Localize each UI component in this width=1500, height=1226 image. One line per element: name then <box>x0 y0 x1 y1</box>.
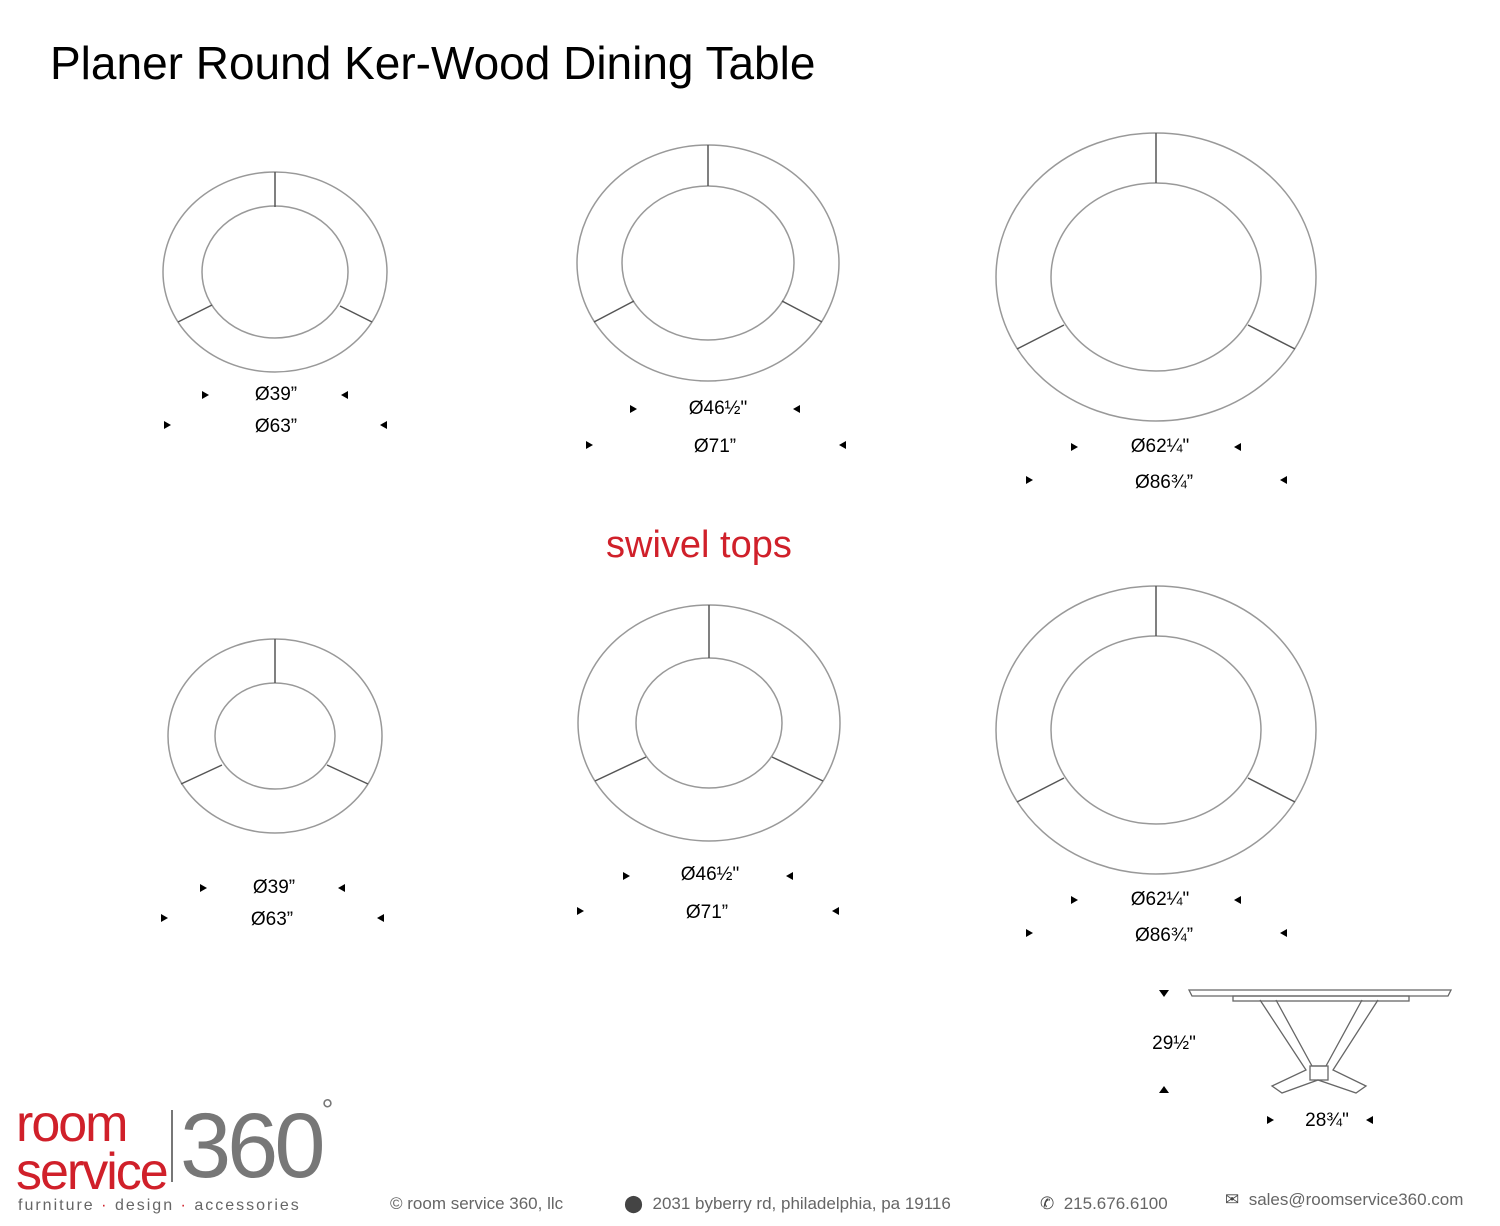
pedestal-base <box>1275 999 1363 1067</box>
table-inner-edge <box>1050 635 1262 825</box>
segment-seam <box>1247 777 1296 803</box>
segment-seam <box>594 756 647 782</box>
envelope-icon: ✉ <box>1225 1190 1240 1209</box>
dimension-arrow <box>377 914 384 922</box>
segment-seam <box>1016 777 1065 803</box>
dimension-arrow <box>380 421 387 429</box>
segment-seam <box>326 764 369 785</box>
dimension-arrow <box>1159 990 1169 997</box>
outer-diameter-label: Ø63” <box>254 416 298 437</box>
copyright: © room service 360, llc <box>390 1194 564 1213</box>
dimension-arrow <box>623 872 630 880</box>
dimension-arrow <box>1366 1116 1373 1124</box>
tabletop-side <box>1187 989 1453 997</box>
inner-diameter-label: Ø39” <box>252 877 296 898</box>
map-pin-icon: ⬤ <box>624 1194 644 1213</box>
dimension-arrow <box>786 872 793 880</box>
segment-seam <box>177 304 213 323</box>
table-inner-edge <box>621 185 795 341</box>
logo-number: 360° <box>180 1094 334 1197</box>
height-label: 29½" <box>1152 1033 1196 1054</box>
dimension-arrow <box>1026 929 1033 937</box>
dimension-arrow <box>1159 1086 1169 1093</box>
table-inner-edge <box>635 657 783 789</box>
phone-icon: ✆ <box>1040 1194 1055 1213</box>
logo-divider <box>171 1110 173 1182</box>
dimension-arrow <box>586 441 593 449</box>
dimension-arrow <box>793 405 800 413</box>
page-title: Planer Round Ker-Wood Dining Table <box>50 37 816 89</box>
table-inner-edge <box>201 205 349 339</box>
segment-seam <box>781 300 823 323</box>
outer-diameter-label: Ø86¾” <box>1134 925 1194 946</box>
segment-seam <box>1016 324 1065 350</box>
dimension-arrow <box>1234 896 1241 904</box>
segment-seam <box>1247 324 1296 350</box>
dimension-arrow <box>161 914 168 922</box>
dimension-arrow <box>1071 896 1078 904</box>
dimension-arrow <box>630 405 637 413</box>
address: ⬤ 2031 byberry rd, philadelphia, pa 1911… <box>624 1194 951 1213</box>
outer-diameter-label: Ø71” <box>693 436 737 457</box>
apron <box>1232 995 1410 1002</box>
dimension-arrow <box>1234 443 1241 451</box>
inner-diameter-label: Ø39” <box>254 384 298 405</box>
outer-diameter-label: Ø86¾” <box>1134 472 1194 493</box>
tagline: furniture · design · accessories <box>18 1197 301 1214</box>
section-label: swivel tops <box>606 524 792 566</box>
inner-diameter-label: Ø46½" <box>680 864 740 885</box>
inner-diameter-label: Ø46½" <box>688 398 748 419</box>
logo-wordmark: room service <box>16 1095 169 1201</box>
dimension-arrow <box>164 421 171 429</box>
dimension-arrow <box>1267 1116 1274 1124</box>
inner-diameter-label: Ø62¼" <box>1130 889 1190 910</box>
dimension-arrow <box>1071 443 1078 451</box>
table-inner-edge <box>214 682 336 790</box>
pedestal-base <box>1259 999 1379 1094</box>
dimension-arrow <box>839 441 846 449</box>
outer-diameter-label: Ø63” <box>250 909 294 930</box>
table-inner-edge <box>1050 182 1262 372</box>
dimension-arrow <box>202 391 209 399</box>
dimension-arrow <box>338 884 345 892</box>
inner-diameter-label: Ø62¼" <box>1130 436 1190 457</box>
outer-diameter-label: Ø71” <box>685 902 729 923</box>
dimension-arrow <box>341 391 348 399</box>
base-width-label: 28¾" <box>1305 1110 1349 1131</box>
email[interactable]: ✉ sales@roomservice360.com <box>1225 1190 1464 1209</box>
dimension-arrow <box>577 907 584 915</box>
segment-seam <box>339 305 373 323</box>
pedestal-hub <box>1309 1065 1329 1081</box>
phone[interactable]: ✆ 215.676.6100 <box>1040 1194 1168 1213</box>
segment-seam <box>593 300 635 323</box>
segment-seam <box>180 764 223 785</box>
dimension-arrow <box>832 907 839 915</box>
dimension-arrow <box>1280 476 1287 484</box>
dimension-arrow <box>200 884 207 892</box>
dimension-arrow <box>1026 476 1033 484</box>
segment-seam <box>771 756 824 782</box>
dimension-arrow <box>1280 929 1287 937</box>
